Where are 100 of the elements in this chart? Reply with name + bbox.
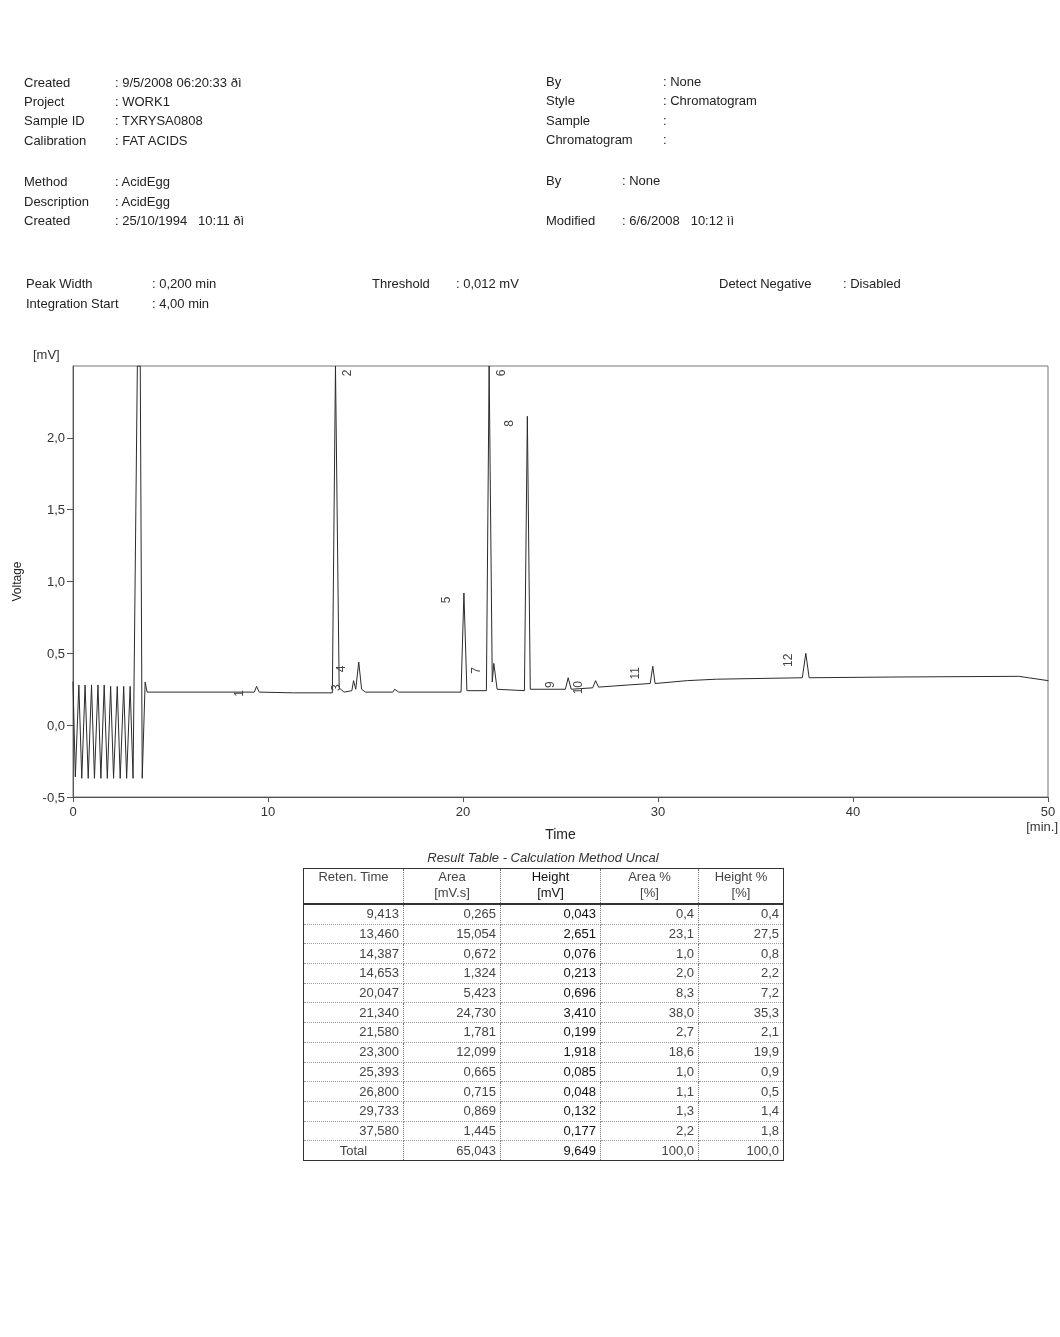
text: : 6/6/2008 10:12 ìì bbox=[622, 213, 735, 229]
text: Project bbox=[24, 94, 65, 110]
text: 0,665 bbox=[403, 1062, 501, 1082]
y-axis-title: Voltage bbox=[10, 561, 24, 602]
text: 19,9 bbox=[698, 1042, 784, 1062]
text: 35,3 bbox=[698, 1002, 784, 1023]
text: 1,3 bbox=[600, 1101, 699, 1122]
text: Area [mV.s] bbox=[403, 868, 501, 904]
annotation: 7 bbox=[468, 666, 483, 674]
text: 25,393 bbox=[303, 1062, 404, 1082]
text: 0,076 bbox=[500, 943, 601, 964]
text: 0,4 bbox=[698, 904, 784, 925]
text: Area % [%] bbox=[600, 868, 699, 904]
annotation: 1 bbox=[231, 689, 246, 697]
text: Sample bbox=[546, 113, 591, 129]
text: 21,580 bbox=[303, 1022, 404, 1043]
text: 1,1 bbox=[600, 1081, 699, 1102]
text: Result Table - Calculation Method Uncal bbox=[426, 850, 660, 865]
text: : FAT ACIDS bbox=[115, 133, 188, 149]
text: 0,199 bbox=[500, 1022, 601, 1043]
text: [min.] bbox=[1026, 819, 1059, 834]
text: Reten. Time bbox=[303, 868, 404, 904]
text: 0,085 bbox=[500, 1062, 601, 1082]
text: 1,324 bbox=[403, 963, 501, 984]
annotation: 8 bbox=[502, 419, 517, 427]
text: : Disabled bbox=[843, 276, 901, 292]
text: : AcidEgg bbox=[115, 174, 170, 190]
y-tick-label: 0,5 bbox=[46, 645, 65, 661]
text: 2,7 bbox=[600, 1022, 699, 1043]
text: 26,800 bbox=[303, 1081, 404, 1102]
text: 0,265 bbox=[403, 904, 501, 925]
text: : None bbox=[663, 74, 702, 90]
text: 23,300 bbox=[303, 1042, 404, 1062]
text: 0,696 bbox=[500, 983, 601, 1003]
text: Method bbox=[24, 174, 68, 190]
text: 12,099 bbox=[403, 1042, 501, 1062]
text: 0,043 bbox=[500, 904, 601, 925]
text: 5,423 bbox=[403, 983, 501, 1003]
text: : AcidEgg bbox=[115, 194, 170, 210]
text: 8,3 bbox=[600, 983, 699, 1003]
text: 0,048 bbox=[500, 1081, 601, 1102]
text: 23,1 bbox=[600, 924, 699, 944]
text: 0,177 bbox=[500, 1121, 601, 1141]
text: 100,0 bbox=[600, 1140, 699, 1161]
y-tick-label: 1,0 bbox=[46, 574, 65, 589]
text: 0,672 bbox=[403, 943, 501, 964]
text: : Chromatogram bbox=[663, 93, 757, 109]
text: 37,580 bbox=[303, 1121, 404, 1141]
text: Height % [%] bbox=[698, 868, 784, 904]
annotation: 5 bbox=[438, 596, 453, 604]
text: Modified bbox=[546, 213, 596, 229]
text: 1,0 bbox=[600, 943, 699, 964]
text: Detect Negative bbox=[719, 276, 812, 292]
text: Description bbox=[24, 194, 90, 210]
x-tick-label: 0 bbox=[69, 804, 77, 819]
text: : bbox=[663, 132, 667, 148]
annotation: 2 bbox=[340, 369, 355, 377]
text: Calibration bbox=[24, 133, 87, 149]
text: 14,653 bbox=[303, 963, 404, 984]
text: 7,2 bbox=[698, 983, 784, 1003]
annotation: 9 bbox=[543, 681, 558, 689]
x-tick-label: 30 bbox=[650, 804, 666, 819]
text: 1,918 bbox=[500, 1042, 601, 1062]
x-axis-title: Time bbox=[545, 826, 577, 842]
text: Peak Width bbox=[26, 276, 93, 292]
y-tick-label: 2,0 bbox=[46, 430, 65, 446]
text: 27,5 bbox=[698, 924, 784, 944]
text: 0,8 bbox=[698, 943, 784, 964]
text: 13,460 bbox=[303, 924, 404, 944]
text: By bbox=[546, 74, 562, 90]
text: Threshold bbox=[372, 276, 430, 292]
text: 2,2 bbox=[600, 1121, 699, 1141]
text: 24,730 bbox=[403, 1002, 501, 1023]
text: : 0,200 min bbox=[152, 276, 217, 292]
text: 65,043 bbox=[403, 1140, 501, 1161]
text: 9,649 bbox=[500, 1140, 601, 1161]
text: : None bbox=[622, 173, 661, 189]
text: : 4,00 min bbox=[152, 296, 210, 312]
text: : bbox=[663, 113, 667, 129]
text: 1,781 bbox=[403, 1022, 501, 1043]
text: 21,340 bbox=[303, 1002, 404, 1023]
text: : WORK1 bbox=[115, 94, 170, 110]
y-tick-label: -0,5 bbox=[42, 789, 65, 805]
text: : 0,012 mV bbox=[456, 276, 519, 292]
text: 2,2 bbox=[698, 963, 784, 984]
text: 18,6 bbox=[600, 1042, 699, 1062]
text: 1,445 bbox=[403, 1121, 501, 1141]
text: Height [mV] bbox=[500, 868, 601, 904]
text: [mV] bbox=[33, 347, 60, 362]
annotation: 6 bbox=[494, 369, 509, 377]
text: Total bbox=[303, 1140, 404, 1161]
x-tick-label: 50 bbox=[1040, 804, 1056, 819]
text: 1,4 bbox=[698, 1101, 784, 1122]
text: : 25/10/1994 10:11 ðì bbox=[115, 213, 245, 229]
x-tick-label: 40 bbox=[845, 804, 861, 819]
text: 1,0 bbox=[600, 1062, 699, 1082]
y-tick-label: 0,0 bbox=[46, 717, 65, 733]
text: 0,213 bbox=[500, 963, 601, 984]
text: 1,8 bbox=[698, 1121, 784, 1141]
text: Integration Start bbox=[26, 296, 119, 312]
